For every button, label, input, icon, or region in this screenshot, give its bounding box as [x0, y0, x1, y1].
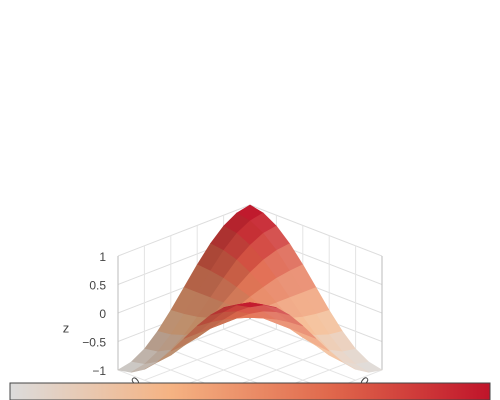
- surface-patch: [236, 302, 264, 308]
- grid-line-floor: [197, 338, 330, 391]
- grid-line-back-left: [117, 204, 251, 257]
- z-tick-label: 1: [99, 250, 106, 264]
- colorbar-gradient: [9, 382, 491, 400]
- colorbar: [9, 382, 491, 400]
- grid-line-floor: [170, 338, 303, 391]
- z-tick-label: 0.5: [89, 279, 106, 293]
- grid-line-floor: [223, 328, 356, 381]
- grid-line-floor: [144, 328, 277, 381]
- z-axis-title: z: [63, 320, 70, 335]
- grid-line-back-right: [249, 204, 383, 257]
- z-tick-label: −1: [92, 364, 106, 378]
- z-tick-label: −0.5: [82, 336, 106, 350]
- surface: [117, 204, 383, 373]
- z-tick-label: 0: [99, 307, 106, 321]
